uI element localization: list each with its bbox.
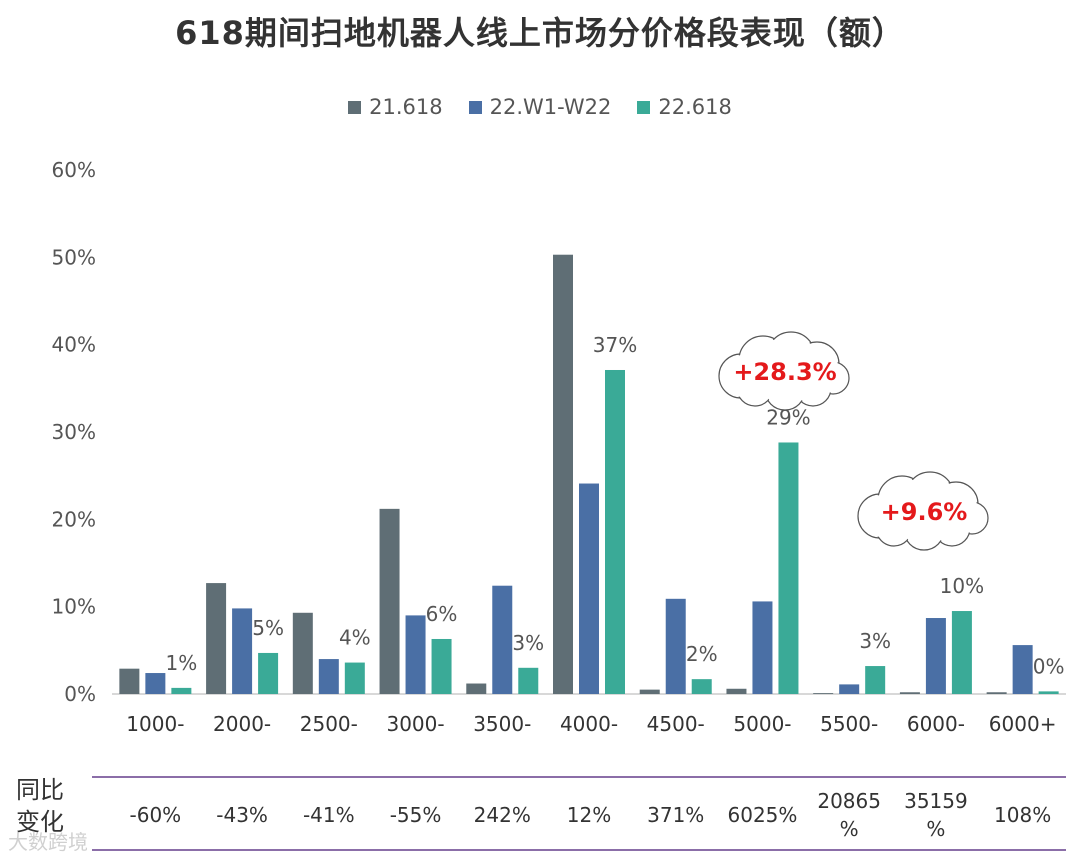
data-label: 3% bbox=[512, 631, 544, 655]
bar-2 bbox=[752, 601, 773, 694]
bar-1 bbox=[813, 693, 834, 694]
y-tick-label: 50% bbox=[52, 245, 96, 269]
bar-1 bbox=[466, 683, 487, 694]
bar-1 bbox=[986, 692, 1007, 694]
data-label: 10% bbox=[940, 574, 984, 598]
annotation-label: +28.3% bbox=[733, 358, 836, 386]
bar-2 bbox=[925, 618, 946, 694]
bar-3 bbox=[518, 667, 539, 694]
bar-2 bbox=[145, 673, 166, 694]
data-label: 37% bbox=[593, 333, 637, 357]
yoy-value: 35159% bbox=[904, 789, 968, 841]
watermark: 大数跨境 bbox=[8, 830, 88, 854]
bar-2 bbox=[232, 608, 253, 694]
yoy-value: -41% bbox=[303, 803, 355, 827]
yoy-value: 12% bbox=[567, 803, 611, 827]
bar-3 bbox=[171, 687, 192, 694]
bar-3 bbox=[951, 611, 972, 694]
x-tick-label: 3000- bbox=[386, 712, 444, 736]
legend-swatch bbox=[468, 100, 482, 114]
cloud-shape bbox=[857, 471, 989, 551]
legend-label: 22.618 bbox=[658, 95, 732, 119]
bar-1 bbox=[553, 254, 573, 695]
x-tick-label: 2000- bbox=[213, 712, 271, 736]
cloud-shape bbox=[718, 331, 850, 411]
x-tick-label: 3500- bbox=[473, 712, 531, 736]
x-tick-label: 4000- bbox=[560, 712, 618, 736]
bar-2 bbox=[405, 615, 426, 694]
legend-swatch bbox=[348, 100, 362, 114]
x-tick-label: 2500- bbox=[300, 712, 358, 736]
bar-3 bbox=[258, 652, 279, 694]
annotation-label: +9.6% bbox=[881, 498, 968, 526]
x-tick-label: 1000- bbox=[126, 712, 184, 736]
bar-2 bbox=[318, 659, 339, 694]
legend-item-1: 21.618 bbox=[348, 95, 443, 119]
yoy-value: -43% bbox=[216, 803, 268, 827]
x-tick-label: 5500- bbox=[820, 712, 878, 736]
yoy-value: 108% bbox=[994, 803, 1051, 827]
bar-1 bbox=[899, 692, 920, 694]
y-tick-label: 30% bbox=[52, 420, 96, 444]
bar-2 bbox=[492, 585, 513, 694]
y-tick-label: 10% bbox=[52, 595, 96, 619]
bar-3 bbox=[605, 369, 625, 694]
bar-1 bbox=[726, 688, 747, 694]
bar-3 bbox=[1038, 691, 1059, 694]
legend-item-2: 22.W1-W22 bbox=[468, 95, 612, 119]
bar-3 bbox=[431, 638, 452, 694]
x-tick-label: 4500- bbox=[647, 712, 705, 736]
data-label: 6% bbox=[426, 602, 458, 626]
bar-1 bbox=[639, 689, 660, 694]
data-label: 2% bbox=[686, 642, 718, 666]
y-tick-label: 0% bbox=[64, 682, 96, 706]
bar-3 bbox=[778, 442, 799, 694]
yoy-label: 同比变化 bbox=[16, 776, 64, 836]
bar-2 bbox=[1012, 645, 1033, 694]
x-tick-label: 6000+ bbox=[989, 712, 1057, 736]
yoy-value: 371% bbox=[647, 803, 704, 827]
bar-3 bbox=[865, 666, 886, 694]
y-tick-label: 60% bbox=[52, 158, 96, 182]
y-tick-label: 20% bbox=[52, 507, 96, 531]
bar-3 bbox=[691, 679, 712, 694]
bar-1 bbox=[292, 612, 313, 694]
data-label: 3% bbox=[859, 629, 891, 653]
chart-title: 618期间扫地机器人线上市场分价格段表现（额） bbox=[175, 14, 905, 52]
bar-2 bbox=[579, 483, 599, 694]
legend: 21.618 22.W1-W22 22.618 bbox=[0, 95, 1080, 119]
yoy-value: -60% bbox=[130, 803, 182, 827]
data-label: 0% bbox=[1033, 654, 1065, 678]
yoy-value: -55% bbox=[390, 803, 442, 827]
bar-1 bbox=[119, 668, 140, 694]
yoy-value: 242% bbox=[474, 803, 531, 827]
bar-3 bbox=[344, 662, 365, 694]
data-label: 1% bbox=[165, 651, 197, 675]
yoy-value: 20865% bbox=[817, 789, 881, 841]
x-tick-label: 5000- bbox=[733, 712, 791, 736]
yoy-value: 6025% bbox=[728, 803, 798, 827]
x-tick-label: 6000- bbox=[907, 712, 965, 736]
legend-label: 21.618 bbox=[369, 95, 443, 119]
legend-item-3: 22.618 bbox=[637, 95, 732, 119]
y-tick-label: 40% bbox=[52, 333, 96, 357]
bar-2 bbox=[665, 598, 686, 694]
bar-1 bbox=[379, 508, 400, 694]
data-label: 4% bbox=[339, 626, 371, 650]
data-label: 5% bbox=[252, 616, 284, 640]
legend-swatch bbox=[637, 100, 651, 114]
bar-1 bbox=[206, 583, 227, 694]
bar-2 bbox=[839, 684, 860, 694]
legend-label: 22.W1-W22 bbox=[489, 95, 612, 119]
